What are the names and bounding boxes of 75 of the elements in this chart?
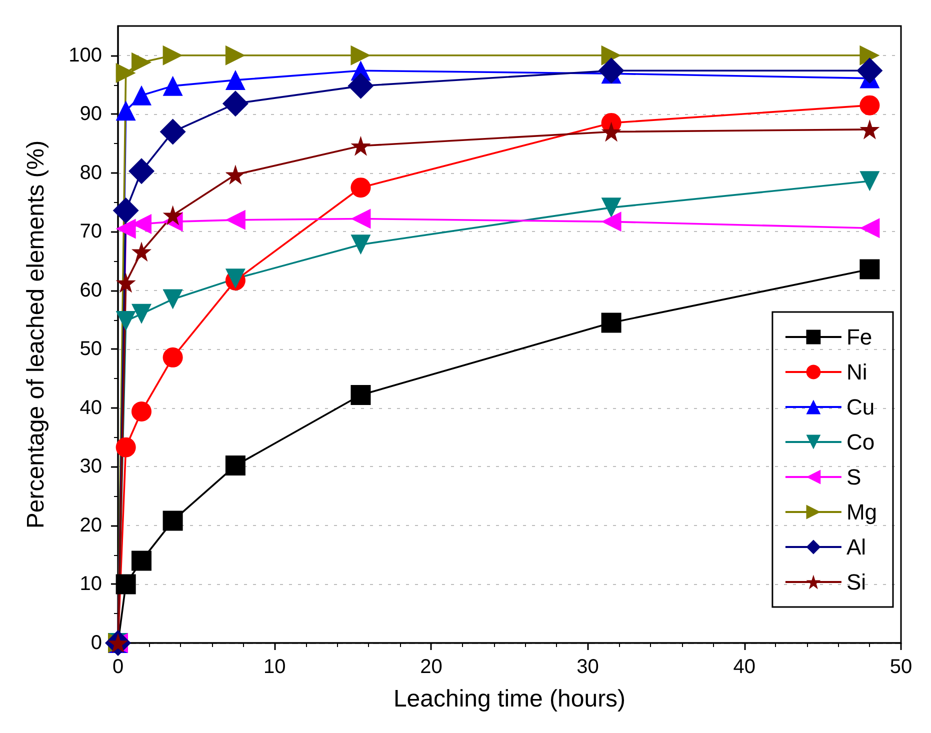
y-tick-label: 20 xyxy=(80,514,102,536)
y-tick-label: 80 xyxy=(80,162,102,184)
x-tick-label: 30 xyxy=(576,656,599,678)
point xyxy=(116,437,136,458)
point xyxy=(162,347,183,368)
point xyxy=(131,85,152,106)
point xyxy=(601,212,622,232)
y-tick-label: 100 xyxy=(68,44,102,66)
point xyxy=(856,58,883,84)
point xyxy=(131,242,152,262)
point xyxy=(116,310,136,331)
legend-label: Mg xyxy=(846,500,877,524)
point xyxy=(131,304,152,324)
y-tick-label: 0 xyxy=(90,632,102,654)
point xyxy=(860,95,880,116)
point xyxy=(132,401,152,422)
point xyxy=(860,119,880,140)
point xyxy=(116,272,136,293)
point xyxy=(225,456,246,476)
point xyxy=(860,45,880,66)
point xyxy=(601,198,622,218)
point xyxy=(128,158,154,184)
legend-label: S xyxy=(846,464,862,490)
point xyxy=(222,90,248,117)
point xyxy=(350,208,371,229)
y-axis-title: Percentage of leached elements (%) xyxy=(22,140,50,529)
point xyxy=(350,136,371,156)
y-tick-label: 70 xyxy=(80,220,102,243)
point xyxy=(131,52,152,72)
y-tick-label: 10 xyxy=(80,573,102,596)
point xyxy=(601,45,622,66)
point xyxy=(225,70,246,90)
point xyxy=(225,164,246,185)
point xyxy=(601,122,622,142)
point xyxy=(598,58,624,84)
y-tick-label: 50 xyxy=(80,338,102,360)
legend-label: Cu xyxy=(846,394,875,420)
point xyxy=(162,45,183,66)
y-tick-label: 90 xyxy=(80,103,102,126)
y-tick-label: 40 xyxy=(80,396,102,419)
point xyxy=(160,118,186,145)
x-tick-label: 40 xyxy=(733,656,756,678)
point xyxy=(116,574,136,594)
x-tick-label: 0 xyxy=(112,656,124,678)
point xyxy=(116,100,136,121)
point xyxy=(350,234,371,255)
point xyxy=(350,385,371,406)
legend-label: Co xyxy=(846,430,875,454)
y-tick-label: 30 xyxy=(80,456,102,478)
point xyxy=(131,550,152,571)
legend-label: Fe xyxy=(846,324,872,350)
point xyxy=(860,259,880,280)
point xyxy=(225,210,246,230)
point xyxy=(348,72,374,99)
point xyxy=(162,510,183,531)
point xyxy=(860,218,880,238)
point xyxy=(116,218,136,239)
legend-label: Al xyxy=(846,534,866,560)
point xyxy=(601,312,622,333)
x-tick-label: 10 xyxy=(263,656,286,678)
point xyxy=(162,205,183,226)
point xyxy=(116,63,136,84)
y-tick-label: 60 xyxy=(80,279,102,302)
point xyxy=(162,289,183,310)
x-tick-label: 20 xyxy=(420,656,442,678)
legend-label: Si xyxy=(846,570,866,594)
point xyxy=(112,198,139,224)
point xyxy=(350,45,371,66)
point xyxy=(350,178,371,198)
point xyxy=(162,76,183,96)
x-tick-label: 50 xyxy=(890,656,912,678)
point xyxy=(860,171,880,192)
legend-label: Ni xyxy=(846,360,868,384)
x-axis-title: Leaching time (hours) xyxy=(393,686,626,712)
point xyxy=(225,45,246,66)
